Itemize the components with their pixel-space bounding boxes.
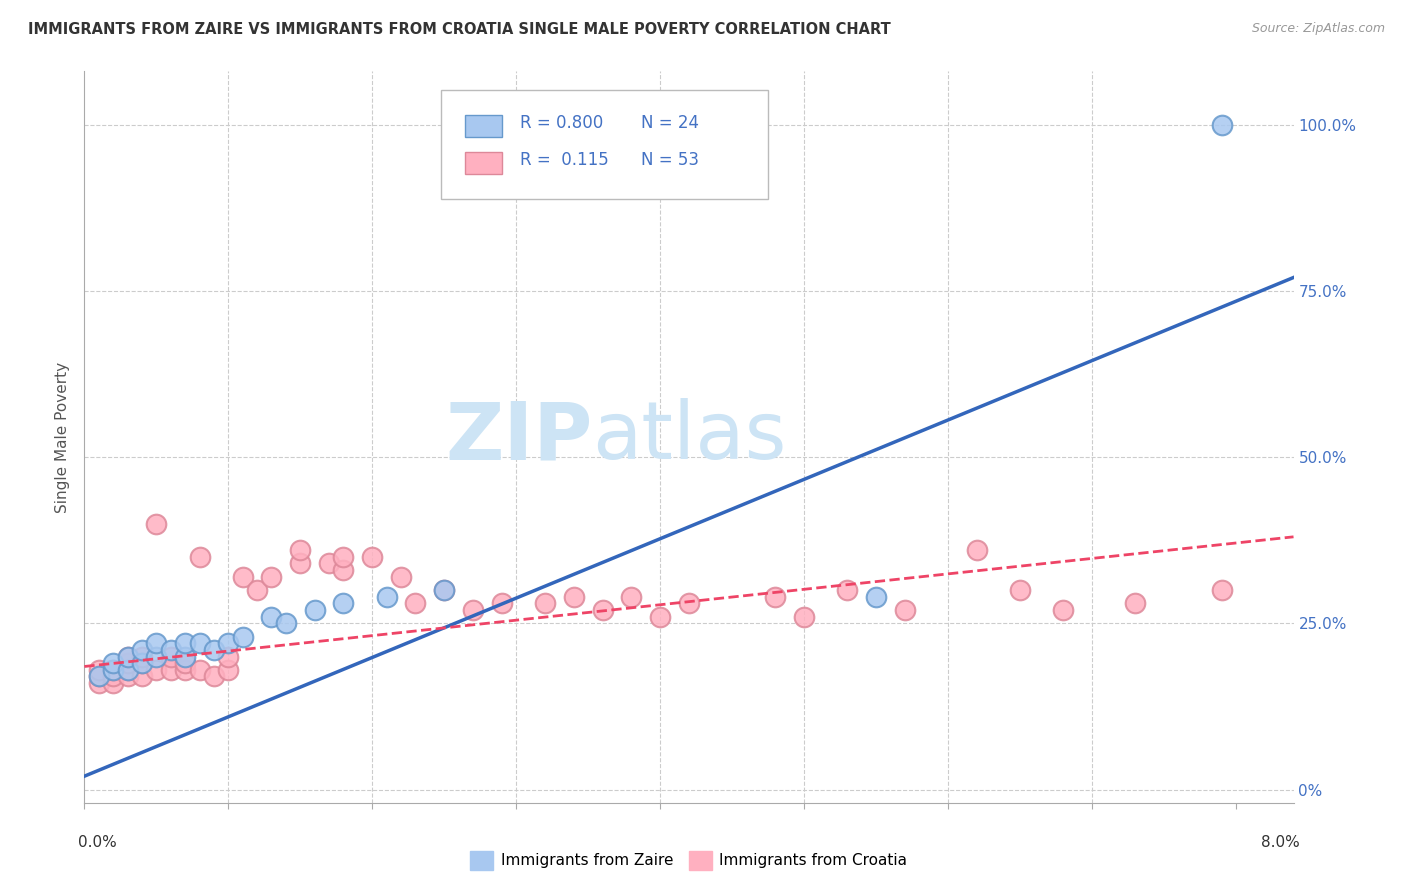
Point [894, 603, 917, 617]
Point [159, 663, 181, 677]
Point [101, 669, 124, 683]
Point [87, 663, 110, 677]
Point [174, 636, 197, 650]
Point [131, 649, 153, 664]
Text: R = 0.800: R = 0.800 [520, 114, 603, 132]
Point [188, 549, 211, 564]
Point [101, 663, 124, 677]
Point [1211, 118, 1233, 132]
Point [274, 616, 297, 631]
Point [217, 649, 239, 664]
Point [159, 643, 181, 657]
Point [159, 649, 181, 664]
Point [763, 590, 786, 604]
Point [145, 663, 167, 677]
Point [131, 669, 153, 683]
Point [145, 649, 167, 664]
Point [534, 596, 557, 610]
Point [404, 596, 426, 610]
Point [87, 669, 110, 683]
Text: IMMIGRANTS FROM ZAIRE VS IMMIGRANTS FROM CROATIA SINGLE MALE POVERTY CORRELATION: IMMIGRANTS FROM ZAIRE VS IMMIGRANTS FROM… [28, 22, 891, 37]
Point [1008, 582, 1031, 597]
Point [592, 603, 614, 617]
Point [87, 669, 110, 683]
Text: atlas: atlas [592, 398, 786, 476]
Point [101, 663, 124, 677]
Point [332, 596, 354, 610]
Point [131, 656, 153, 670]
Text: Source: ZipAtlas.com: Source: ZipAtlas.com [1251, 22, 1385, 36]
Point [290, 557, 312, 571]
Point [217, 636, 239, 650]
Point [260, 609, 283, 624]
Legend: Immigrants from Zaire, Immigrants from Croatia: Immigrants from Zaire, Immigrants from C… [464, 845, 914, 876]
Point [117, 649, 139, 664]
Point [145, 516, 167, 531]
Bar [465, 115, 502, 137]
Point [188, 636, 211, 650]
Point [260, 570, 283, 584]
Point [174, 649, 197, 664]
Point [837, 582, 859, 597]
Point [433, 582, 456, 597]
Bar [465, 152, 502, 174]
Point [217, 663, 239, 677]
Point [131, 643, 153, 657]
Point [87, 676, 110, 690]
Point [332, 563, 354, 577]
Point [1211, 582, 1233, 597]
Point [117, 663, 139, 677]
Point [650, 609, 672, 624]
Point [433, 582, 456, 597]
Point [202, 669, 225, 683]
Point [361, 549, 384, 564]
Text: 8.0%: 8.0% [1261, 835, 1299, 850]
Point [117, 649, 139, 664]
Point [1052, 603, 1074, 617]
Point [793, 609, 815, 624]
Point [232, 630, 254, 644]
Point [966, 543, 988, 558]
Point [318, 557, 340, 571]
Point [1123, 596, 1146, 610]
Point [562, 590, 585, 604]
Point [188, 663, 211, 677]
Point [117, 656, 139, 670]
FancyBboxPatch shape [441, 90, 768, 200]
Point [865, 590, 887, 604]
Text: ZIP: ZIP [444, 398, 592, 476]
Point [232, 570, 254, 584]
Point [290, 543, 312, 558]
Point [117, 669, 139, 683]
Point [461, 603, 484, 617]
Point [117, 663, 139, 677]
Point [101, 676, 124, 690]
Point [145, 636, 167, 650]
Point [620, 590, 643, 604]
Point [202, 643, 225, 657]
Point [389, 570, 412, 584]
Point [678, 596, 700, 610]
Text: 0.0%: 0.0% [79, 835, 117, 850]
Text: N = 24: N = 24 [641, 114, 699, 132]
Point [332, 549, 354, 564]
Point [491, 596, 513, 610]
Point [131, 656, 153, 670]
Point [101, 656, 124, 670]
Point [246, 582, 269, 597]
Point [375, 590, 398, 604]
Point [174, 663, 197, 677]
Point [304, 603, 326, 617]
Point [174, 656, 197, 670]
Text: R =  0.115: R = 0.115 [520, 151, 609, 169]
Y-axis label: Single Male Poverty: Single Male Poverty [55, 361, 70, 513]
Text: N = 53: N = 53 [641, 151, 699, 169]
